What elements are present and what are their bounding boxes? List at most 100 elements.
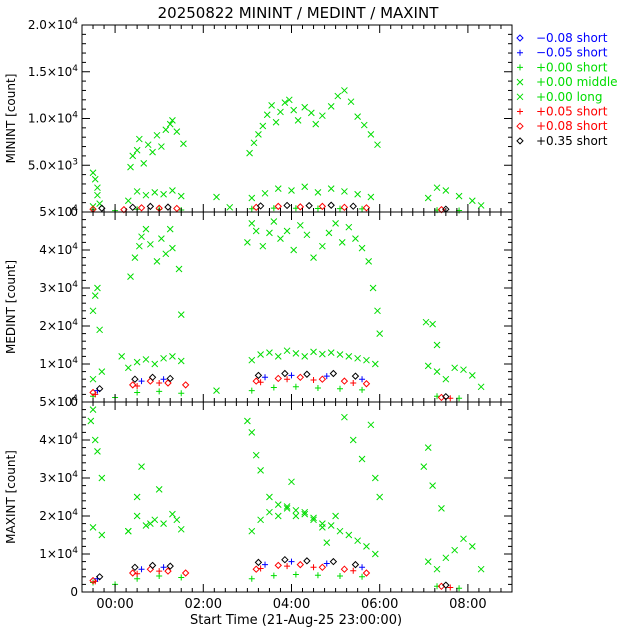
data-point: [341, 87, 348, 94]
data-point: [337, 385, 343, 392]
data-point: [87, 417, 95, 425]
data-point: [252, 377, 260, 385]
data-point: [310, 254, 317, 261]
data-point: [301, 103, 309, 111]
data-point: [263, 111, 271, 119]
legend: −0.08 short−0.05 short+0.00 short+0.00 m…: [516, 31, 618, 148]
data-point: [133, 146, 141, 154]
data-point: [354, 190, 361, 198]
data-point: [460, 535, 467, 543]
data-point: [277, 108, 284, 116]
data-point: [160, 520, 167, 527]
data-point: [433, 565, 441, 573]
y-tick-label: 1.5×104: [28, 64, 78, 79]
data-point: [301, 183, 309, 191]
data-point: [254, 371, 263, 380]
data-point: [129, 152, 137, 160]
data-point: [148, 561, 157, 570]
panel-1: 0 5.0×103 1.0×104 1.5×104 2.0×104 MININT [cou…: [4, 17, 513, 219]
data-point: [129, 569, 137, 577]
data-point: [248, 194, 256, 202]
data-point: [274, 501, 282, 508]
data-point: [307, 109, 315, 117]
data-point: [303, 557, 311, 565]
legend-label: +0.00 short: [536, 60, 608, 74]
legend-label: +0.00 long: [536, 90, 603, 104]
data-point: [166, 374, 174, 383]
data-point: [332, 512, 339, 520]
legend-marker: [516, 93, 524, 101]
data-point: [133, 512, 141, 520]
data-point: [162, 126, 170, 134]
data-point: [329, 369, 338, 378]
data-point: [323, 373, 330, 380]
data-point: [292, 383, 299, 390]
data-point: [153, 258, 161, 265]
data-point: [337, 205, 343, 212]
data-point: [359, 564, 366, 571]
data-point: [257, 516, 264, 524]
data-point: [248, 356, 256, 364]
data-point: [314, 384, 321, 391]
data-point: [257, 467, 264, 474]
data-point: [91, 436, 99, 444]
data-point: [181, 569, 190, 577]
y-axis-label: MAXINT [count]: [4, 450, 18, 544]
data-point: [371, 550, 379, 558]
legend-marker: [517, 64, 523, 71]
data-point: [468, 197, 476, 205]
data-point: [274, 561, 282, 570]
data-point: [131, 375, 139, 383]
data-point: [327, 201, 335, 209]
data-point: [166, 562, 174, 570]
data-point: [169, 510, 176, 518]
data-point: [376, 330, 384, 337]
data-point: [138, 463, 145, 470]
data-point: [314, 572, 321, 579]
data-point: [310, 514, 317, 522]
data-point: [292, 512, 300, 520]
data-point: [146, 565, 155, 573]
data-point: [318, 563, 327, 572]
data-point: [94, 284, 101, 292]
y-tick-label: 2×104: [39, 508, 78, 523]
chart-title: 20250822 MININT / MEDINT / MAXINT: [158, 4, 440, 22]
y-tick-label: 5×104: [39, 394, 78, 409]
data-point: [327, 185, 335, 192]
data-point: [148, 373, 157, 382]
data-point: [351, 372, 360, 380]
data-point: [134, 389, 141, 396]
data-point: [274, 185, 282, 192]
data-point: [340, 565, 349, 573]
data-point: [257, 565, 264, 572]
data-point: [169, 117, 176, 124]
data-point: [283, 347, 291, 355]
data-point: [283, 505, 291, 512]
data-point: [369, 284, 377, 292]
data-point: [281, 369, 289, 378]
data-point: [156, 380, 163, 386]
data-point: [301, 353, 309, 360]
data-point: [135, 135, 143, 143]
data-point: [138, 566, 145, 573]
data-point: [292, 350, 300, 357]
data-point: [169, 187, 176, 194]
x-axis: 00:00 02:00 04:00 06:00 08:00: [96, 597, 486, 612]
data-point: [327, 522, 335, 529]
data-point: [153, 131, 161, 139]
data-point: [164, 567, 172, 575]
data-point: [371, 360, 379, 368]
data-point: [367, 131, 375, 138]
x-tick-label: 02:00: [185, 597, 222, 612]
y-tick-label: 1.0×104: [28, 111, 78, 126]
data-point: [98, 368, 106, 375]
data-point: [226, 203, 234, 211]
data-point: [160, 564, 167, 571]
data-point: [138, 233, 145, 241]
data-point: [162, 250, 170, 258]
data-point: [129, 381, 137, 389]
data-point: [327, 102, 335, 110]
y-tick-label: 4×104: [39, 242, 78, 257]
data-point: [277, 235, 284, 242]
data-point: [338, 239, 346, 246]
